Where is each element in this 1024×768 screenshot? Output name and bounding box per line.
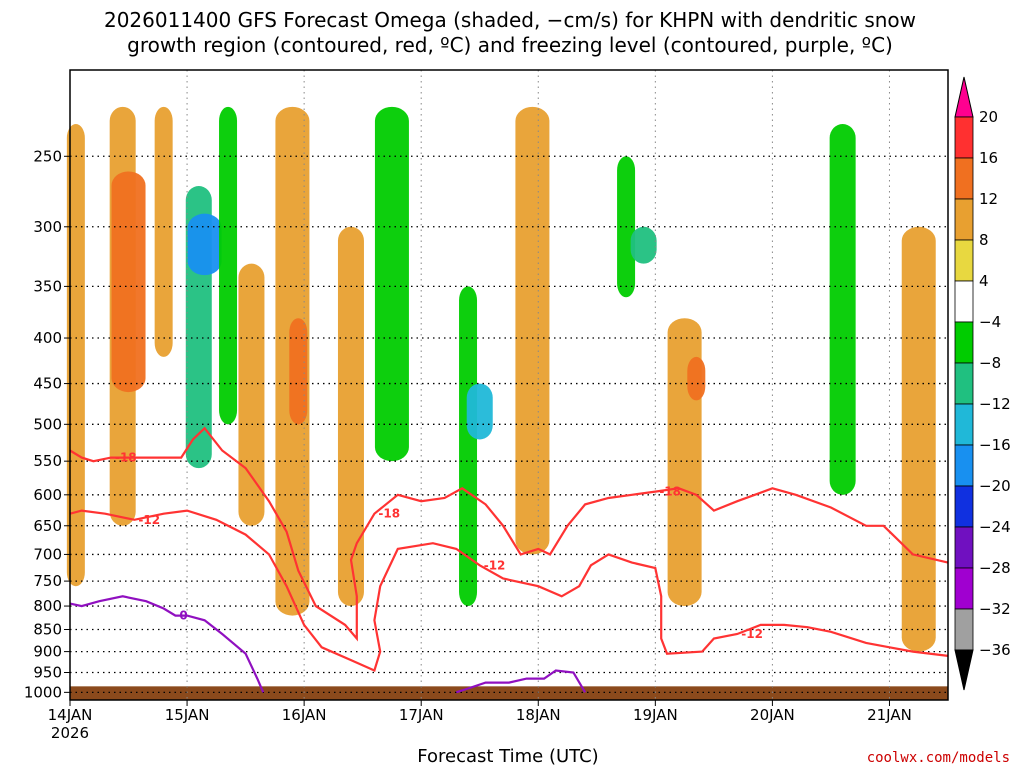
omega-region-18 <box>687 356 706 401</box>
omega-region-3 <box>154 106 173 357</box>
dendritic-contour-0-label-0: -18 <box>115 451 137 465</box>
y-tick-label-250: 250 <box>33 147 62 165</box>
colorbar-label-4: 4 <box>979 272 989 290</box>
y-tick-label-500: 500 <box>33 415 62 433</box>
y-tick-label-600: 600 <box>33 486 62 504</box>
colorbar-swatch-0 <box>954 116 974 159</box>
x-tick-label-19JAN: 19JAN <box>633 706 678 724</box>
chart-title-line-1: 2026011400 GFS Forecast Omega (shaded, −… <box>104 8 916 32</box>
dendritic-contour-1-label-1: -12 <box>484 558 506 572</box>
colorbar-label-7: −12 <box>979 395 1011 413</box>
dendritic-contour-0 <box>69 426 949 642</box>
colorbar-top-arrow <box>954 76 974 118</box>
x-tick-label-21JAN: 21JAN <box>867 706 912 724</box>
colorbar-label-12: −32 <box>979 600 1011 618</box>
colorbar-swatch-1 <box>954 157 974 200</box>
y-tick-label-950: 950 <box>33 664 62 682</box>
y-tick-label-850: 850 <box>33 620 62 638</box>
colorbar-swatch-6 <box>954 362 974 405</box>
y-tick-label-900: 900 <box>33 643 62 661</box>
colorbar-bottom-arrow <box>954 649 974 691</box>
freezing-contour-0 <box>69 595 265 693</box>
colorbar: 20 16 12 8 4 −4 −8 −12 −16 −20 −24 −28 −32 −36 <box>954 76 1011 691</box>
colorbar-swatch-11 <box>954 567 974 610</box>
colorbar-swatch-12 <box>954 608 974 651</box>
colorbar-swatch-2 <box>954 198 974 241</box>
terrain-band <box>70 686 948 700</box>
y-tick-label-700: 700 <box>33 545 62 563</box>
colorbar-swatch-5 <box>954 321 974 364</box>
colorbar-label-5: −4 <box>979 313 1001 331</box>
credit-text: coolwx.com/models <box>867 750 1010 766</box>
dendritic-contour-0-label-1: -18 <box>378 507 400 521</box>
colorbar-swatch-4 <box>954 280 974 323</box>
omega-region-0 <box>66 124 85 587</box>
x-tick-label-15JAN: 15JAN <box>165 706 210 724</box>
y-tick-label-300: 300 <box>33 218 62 236</box>
dendritic-contour-1-label-0: -12 <box>138 513 160 527</box>
omega-region-13 <box>466 383 493 440</box>
plot-frame <box>69 69 949 701</box>
colorbar-label-13: −36 <box>979 641 1011 659</box>
y-tick-label-400: 400 <box>33 329 62 347</box>
y-tick-label-650: 650 <box>33 517 62 535</box>
omega-region-20 <box>901 226 936 652</box>
colorbar-label-8: −16 <box>979 436 1011 454</box>
omega-region-19 <box>829 124 856 495</box>
contour-layer: -18 -18 -18 -12 -12 -12 0 <box>69 426 949 694</box>
colorbar-label-1: 16 <box>979 149 998 167</box>
freezing-contour-1 <box>455 669 587 694</box>
y-tick-label-550: 550 <box>33 452 62 470</box>
omega-region-11 <box>374 106 409 462</box>
x-axis-label: Forecast Time (UTC) <box>417 746 598 767</box>
y-axis-ticks: 250 300 350 400 450 500 550 600 650 700 750 800 850 9… <box>24 147 70 701</box>
dendritic-contour-1-label-2: -12 <box>741 627 763 641</box>
omega-region-2 <box>111 171 146 393</box>
omega-shading-layer <box>66 106 936 652</box>
colorbar-label-10: −24 <box>979 518 1011 536</box>
x-tick-label-14JAN: 14JAN <box>48 706 93 724</box>
x-tick-sublabel-14JAN: 2026 <box>51 724 89 742</box>
y-tick-label-350: 350 <box>33 277 62 295</box>
colorbar-swatch-7 <box>954 403 974 446</box>
chart-title-line-2: growth region (contoured, red, ºC) and f… <box>127 33 893 57</box>
omega-region-9 <box>289 318 308 425</box>
dendritic-contour-0-label-2: -18 <box>659 485 681 499</box>
y-tick-label-450: 450 <box>33 375 62 393</box>
x-tick-label-20JAN: 20JAN <box>750 706 795 724</box>
omega-region-16 <box>630 226 657 264</box>
colorbar-label-9: −20 <box>979 477 1011 495</box>
y-tick-label-750: 750 <box>33 572 62 590</box>
omega-region-10 <box>337 226 364 607</box>
colorbar-swatch-9 <box>954 485 974 528</box>
omega-region-7 <box>238 263 265 526</box>
omega-region-6 <box>219 106 238 425</box>
colorbar-label-3: 8 <box>979 231 989 249</box>
x-tick-label-18JAN: 18JAN <box>516 706 561 724</box>
dendritic-contour-1 <box>69 509 949 673</box>
colorbar-swatch-10 <box>954 526 974 569</box>
x-tick-label-16JAN: 16JAN <box>282 706 327 724</box>
terrain-fill <box>70 686 948 700</box>
colorbar-swatch-8 <box>954 444 974 487</box>
x-tick-label-17JAN: 17JAN <box>399 706 444 724</box>
colorbar-label-0: 20 <box>979 108 998 126</box>
colorbar-label-2: 12 <box>979 190 998 208</box>
y-tick-label-800: 800 <box>33 597 62 615</box>
omega-region-5 <box>187 213 222 276</box>
y-tick-label-1000: 1000 <box>24 683 62 701</box>
omega-region-14 <box>515 106 550 555</box>
colorbar-label-6: −8 <box>979 354 1001 372</box>
freezing-contour-0-label-0: 0 <box>179 609 187 623</box>
colorbar-swatch-3 <box>954 239 974 282</box>
colorbar-label-11: −28 <box>979 559 1011 577</box>
